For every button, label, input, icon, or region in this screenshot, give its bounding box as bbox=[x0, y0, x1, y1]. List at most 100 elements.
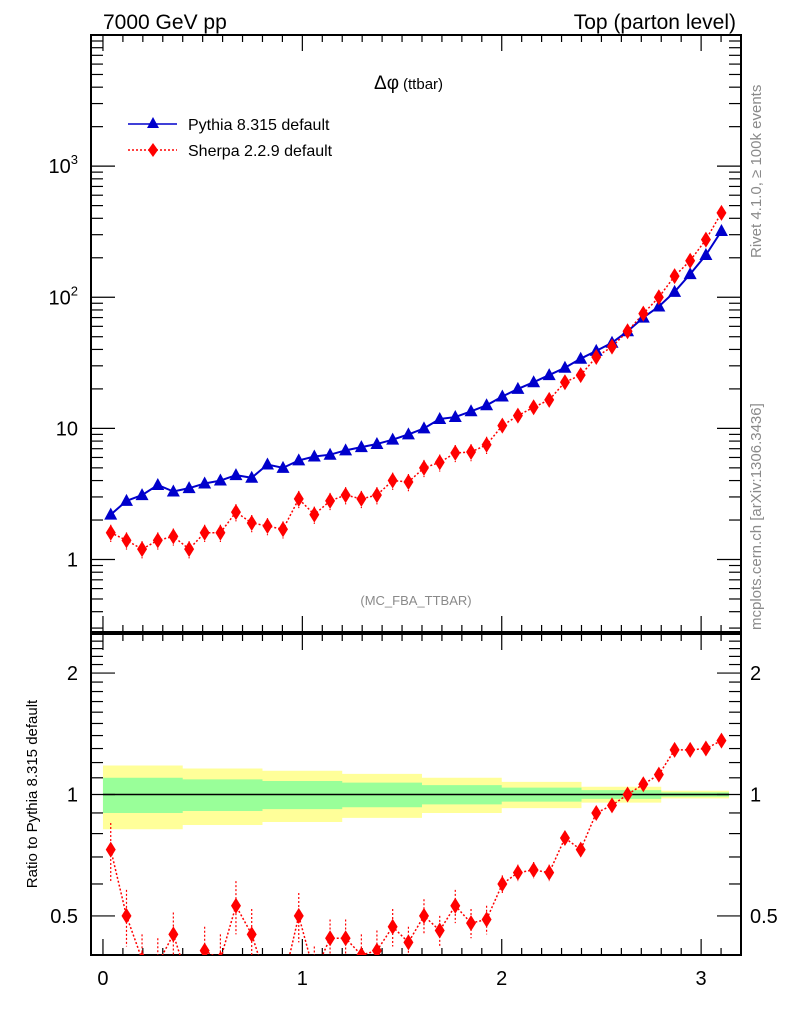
sherpa-point bbox=[606, 338, 617, 355]
header-right: Top (parton level) bbox=[574, 11, 736, 34]
ratio-ytick-label-left: 1 bbox=[67, 785, 78, 807]
pythia-point bbox=[464, 404, 478, 417]
ratio-point bbox=[139, 951, 145, 955]
ratio-point bbox=[168, 926, 179, 943]
sherpa-point bbox=[309, 506, 320, 523]
sherpa-point bbox=[215, 524, 226, 541]
sherpa-point bbox=[481, 436, 492, 453]
pythia-point bbox=[433, 411, 447, 424]
ratio-point bbox=[387, 918, 398, 935]
pythia-point bbox=[119, 493, 133, 506]
ratio-line-sherpa bbox=[110, 739, 722, 955]
sherpa-point bbox=[653, 289, 664, 306]
ratio-point bbox=[218, 951, 223, 955]
ratio-point bbox=[262, 975, 272, 991]
ratio-clipped bbox=[105, 732, 727, 991]
ratio-point bbox=[199, 942, 210, 955]
pythia-point bbox=[182, 481, 196, 494]
pythia-point bbox=[683, 267, 697, 280]
ratio-ylabel: Ratio to Pythia 8.315 default bbox=[24, 699, 41, 888]
pythia-point bbox=[354, 440, 368, 453]
sherpa-point bbox=[450, 444, 461, 461]
sherpa-point bbox=[184, 541, 195, 558]
sherpa-point bbox=[168, 528, 179, 545]
ratio-point bbox=[434, 922, 445, 939]
sherpa-point bbox=[340, 487, 351, 504]
pythia-point bbox=[213, 473, 227, 486]
pythia-point bbox=[229, 468, 243, 481]
xtick-label: 2 bbox=[496, 968, 507, 990]
ratio-ytick-label-left: 0.5 bbox=[50, 906, 78, 928]
ratio-point bbox=[653, 766, 664, 783]
ratio-band-inner bbox=[102, 777, 730, 813]
sherpa-point bbox=[591, 349, 602, 366]
sherpa-point bbox=[700, 231, 711, 248]
sherpa-point bbox=[105, 524, 116, 541]
sherpa-point bbox=[544, 391, 555, 408]
sherpa-point bbox=[434, 454, 445, 471]
pythia-point bbox=[260, 457, 274, 470]
sherpa-point bbox=[356, 490, 367, 507]
ratio-point bbox=[497, 875, 508, 892]
rivet-label: Rivet 4.1.0, ≥ 100k events bbox=[748, 85, 765, 258]
legend-item-sherpa: Sherpa 2.2.9 default bbox=[128, 143, 333, 160]
legend-marker-pythia bbox=[147, 117, 159, 128]
pythia-point bbox=[401, 427, 415, 440]
pythia-point bbox=[527, 375, 541, 388]
sherpa-point bbox=[669, 268, 680, 285]
pythia-point bbox=[714, 224, 728, 237]
sherpa-point bbox=[575, 367, 586, 384]
ratio-point bbox=[512, 864, 523, 881]
sherpa-point bbox=[559, 374, 570, 391]
xtick-label: 0 bbox=[97, 968, 108, 990]
plot-title-symbol: Δφ bbox=[374, 73, 399, 94]
ratio-point bbox=[121, 907, 132, 924]
pythia-point bbox=[198, 476, 212, 489]
sherpa-point bbox=[199, 524, 210, 541]
pythia-point bbox=[307, 449, 321, 462]
sherpa-point bbox=[716, 204, 727, 221]
ratio-point bbox=[606, 797, 617, 814]
pythia-point bbox=[135, 488, 149, 501]
main-ytick-label: 10 bbox=[56, 418, 78, 440]
ratio-data bbox=[105, 732, 727, 991]
pythia-point bbox=[104, 507, 118, 520]
pythia-point bbox=[668, 284, 682, 297]
ratio-point bbox=[700, 740, 711, 757]
pythia-point bbox=[574, 351, 588, 364]
sherpa-point bbox=[387, 472, 398, 489]
pythia-point bbox=[448, 410, 462, 423]
ratio-point bbox=[340, 930, 351, 947]
pythia-point bbox=[495, 389, 509, 402]
ratio-point bbox=[622, 786, 633, 803]
sherpa-point bbox=[512, 407, 523, 424]
ratio-point bbox=[418, 907, 429, 924]
legend-label-sherpa: Sherpa 2.2.9 default bbox=[188, 143, 333, 160]
pythia-point bbox=[558, 360, 572, 373]
pythia-point bbox=[245, 470, 259, 483]
ratio-point bbox=[105, 841, 116, 858]
sherpa-point bbox=[246, 514, 257, 531]
plot-title: Δφ (ttbar) bbox=[374, 73, 443, 94]
main-frame bbox=[90, 34, 742, 633]
sherpa-point bbox=[418, 459, 429, 476]
ratio-point bbox=[528, 861, 539, 878]
main-ytick-label-base: 10 bbox=[49, 156, 71, 178]
pythia-point bbox=[511, 381, 525, 394]
sherpa-point bbox=[638, 305, 649, 322]
ratio-point bbox=[575, 841, 586, 858]
main-ytick-label: 1 bbox=[67, 550, 78, 572]
ratio-axes: 0.5 0.5 1 1 2 2 0 1 2 3 bbox=[50, 633, 778, 990]
sherpa-point bbox=[497, 417, 508, 434]
sherpa-point bbox=[528, 399, 539, 416]
ratio-point bbox=[403, 934, 414, 951]
main-ytick-label: 103 bbox=[49, 152, 78, 178]
pythia-point bbox=[386, 432, 400, 445]
sherpa-point bbox=[152, 532, 163, 549]
legend-item-pythia: Pythia 8.315 default bbox=[128, 117, 330, 134]
ratio-point bbox=[153, 956, 163, 972]
ratio-point bbox=[544, 864, 555, 881]
legend: Pythia 8.315 default Sherpa 2.2.9 defaul… bbox=[128, 117, 333, 160]
sherpa-point bbox=[466, 444, 477, 461]
